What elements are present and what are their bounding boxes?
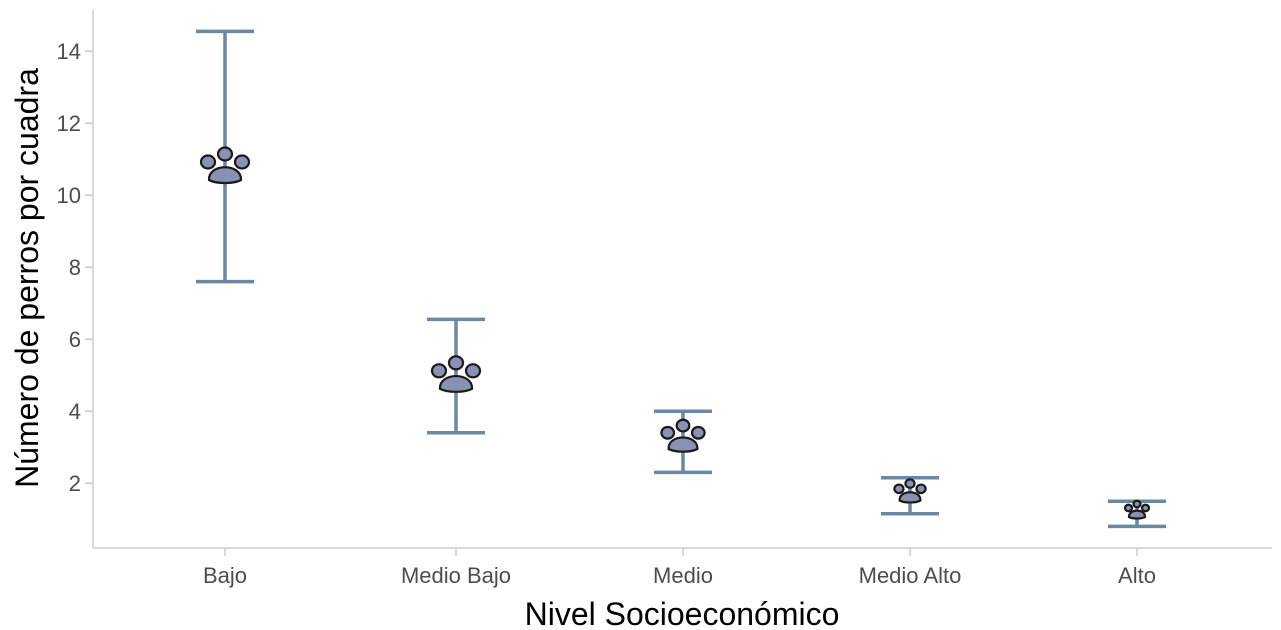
- paw-pad: [1127, 509, 1147, 520]
- paw-toe: [1132, 499, 1142, 509]
- x-tick-label: Medio Alto: [859, 563, 962, 588]
- x-tick-label: Bajo: [203, 563, 247, 588]
- paw-toe: [216, 146, 234, 162]
- paw-toe: [1123, 503, 1134, 513]
- paw-icon: [893, 478, 927, 504]
- paw-toe: [464, 363, 482, 379]
- x-tick-label: Medio: [653, 563, 713, 588]
- y-ticks: 2 4 6 8 10 12 14: [57, 39, 93, 496]
- y-tick-label: 6: [69, 327, 81, 352]
- y-tick-label: 10: [57, 183, 81, 208]
- paw-pad: [207, 166, 243, 185]
- data-point: [427, 317, 485, 435]
- paw-toe: [447, 355, 465, 371]
- y-axis-title: Número de perros por cuadra: [9, 68, 45, 488]
- data-point: [196, 29, 254, 284]
- paw-icon: [430, 355, 482, 393]
- data-point: [881, 476, 939, 516]
- y-tick-label: 2: [69, 471, 81, 496]
- x-tick-label: Medio Bajo: [401, 563, 511, 588]
- data-point: [1108, 499, 1166, 529]
- paw-toe: [199, 154, 217, 170]
- paw-toe: [660, 425, 676, 440]
- paw-pad: [898, 491, 922, 504]
- y-tick-label: 4: [69, 399, 81, 424]
- paw-icon: [660, 418, 706, 453]
- paw-toe: [430, 363, 448, 379]
- paw-icon: [199, 146, 251, 185]
- x-axis-title: Nivel Socioeconómico: [525, 596, 840, 630]
- paw-toe: [1140, 503, 1151, 513]
- paw-toe: [904, 478, 916, 489]
- y-tick-label: 14: [57, 39, 81, 64]
- paw-toe: [915, 483, 927, 495]
- paw-toe: [690, 425, 706, 440]
- y-tick-label: 12: [57, 111, 81, 136]
- paw-toe: [893, 483, 905, 495]
- data-point: [654, 409, 712, 475]
- y-tick-label: 8: [69, 255, 81, 280]
- paw-icon: [1123, 499, 1151, 520]
- data-series: [196, 29, 1166, 529]
- paw-pad: [438, 375, 474, 393]
- paw-toe: [233, 154, 251, 170]
- x-ticks: Bajo Medio Bajo Medio Medio Alto Alto: [203, 548, 1156, 588]
- x-tick-label: Alto: [1118, 563, 1156, 588]
- paw-toe: [675, 418, 691, 433]
- paw-pad: [667, 436, 699, 453]
